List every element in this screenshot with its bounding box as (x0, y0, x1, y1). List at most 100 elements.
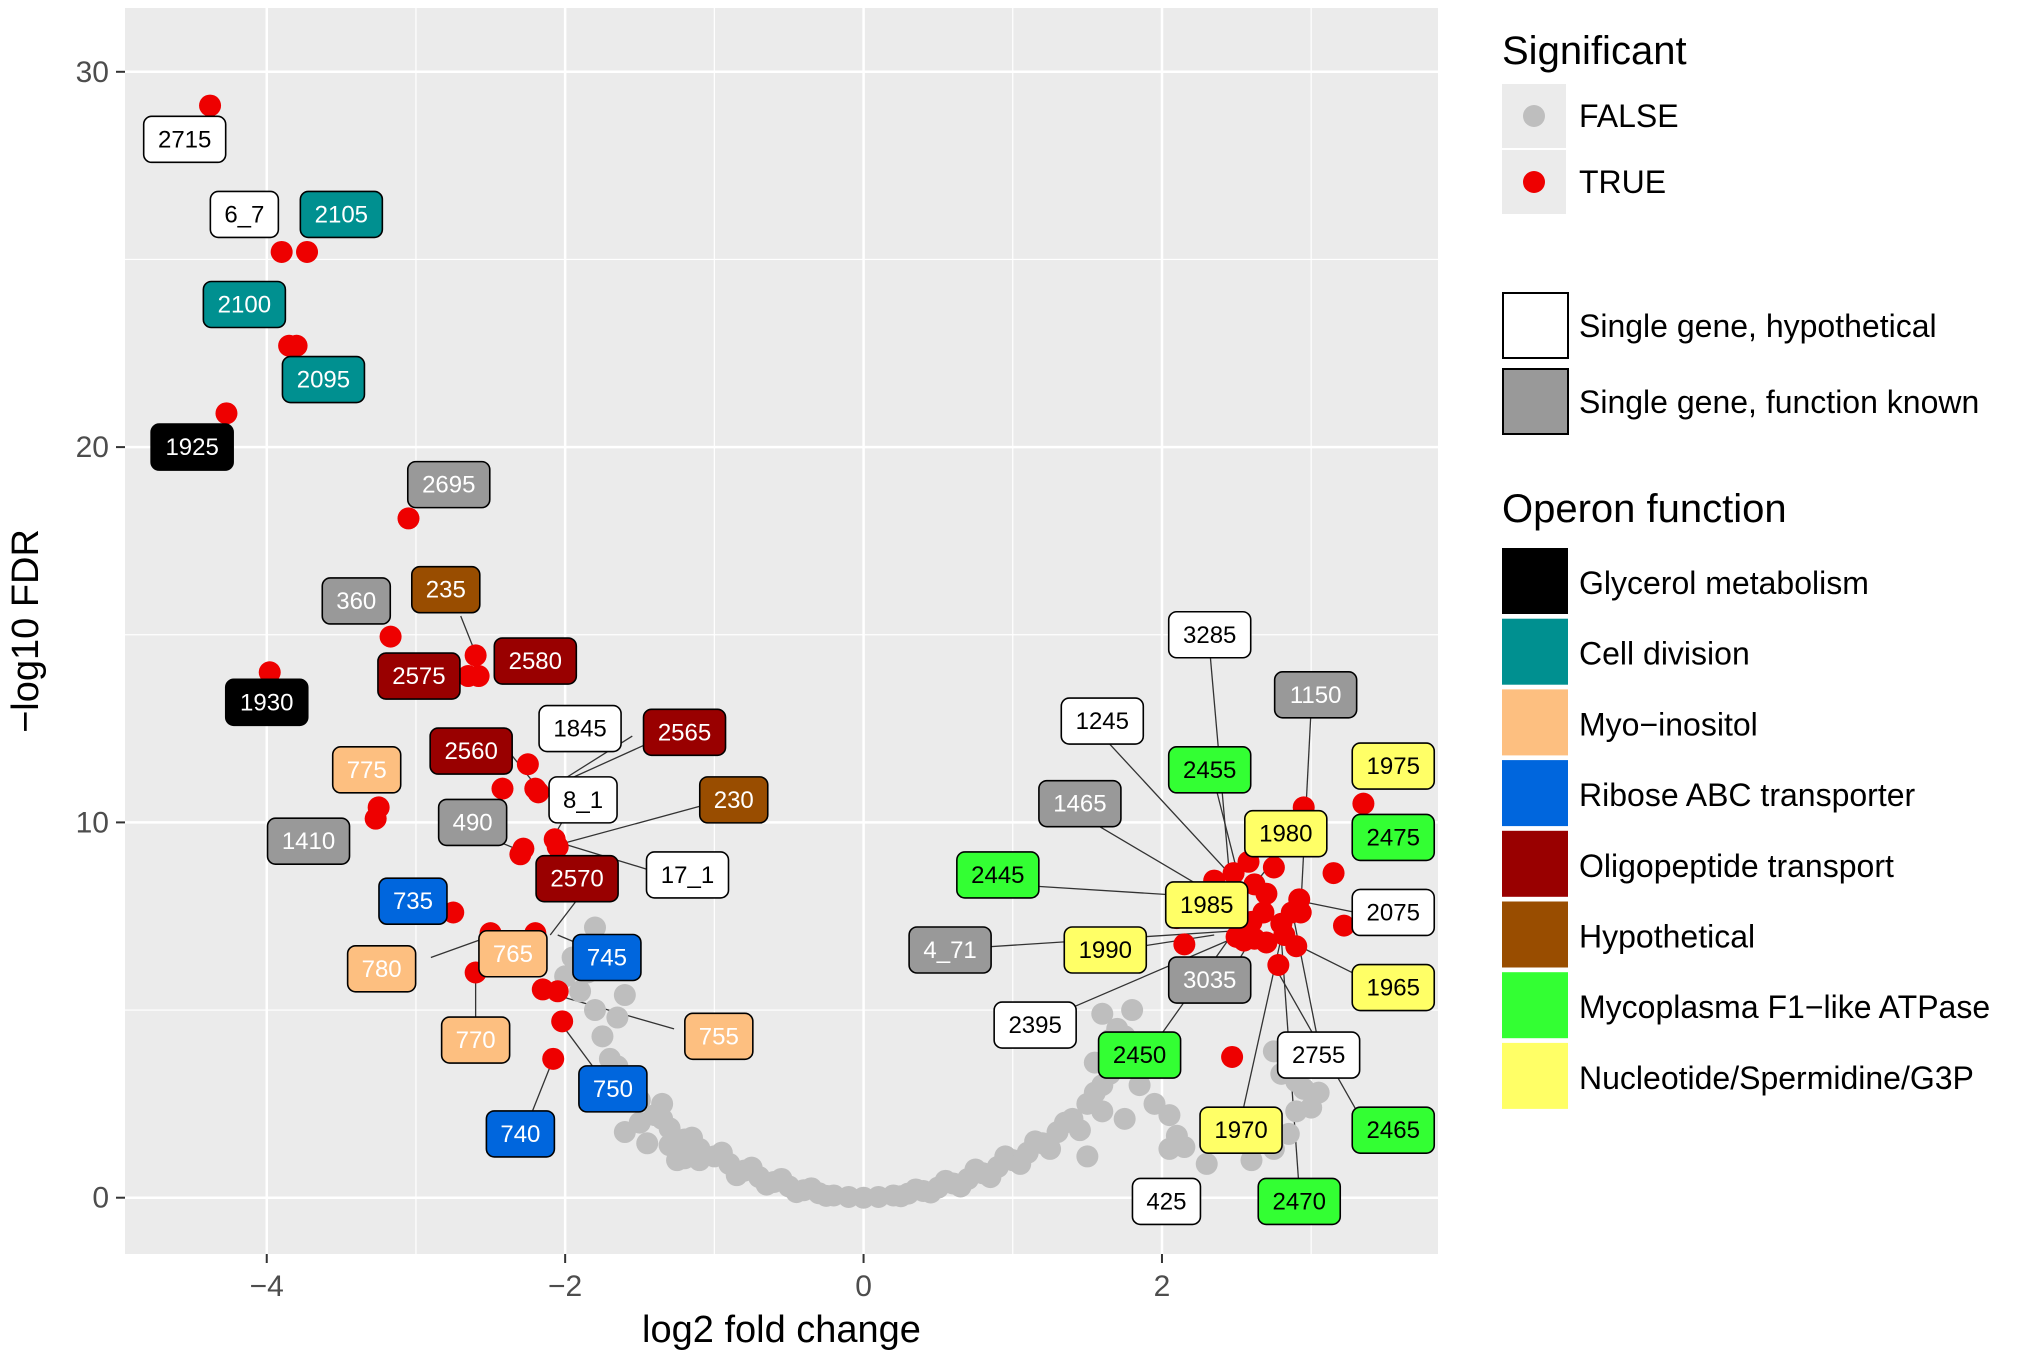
legend-key-operon (1502, 618, 1568, 685)
label-text: 2570 (550, 866, 603, 893)
label-box (1199, 1106, 1283, 1154)
gene-label-1150: 1150 (1273, 671, 1358, 719)
gene-label-6_7: 6_7 (209, 190, 280, 239)
legend-key-operon (1502, 548, 1568, 614)
label-box (266, 817, 351, 865)
point-nonsignificant (1113, 1107, 1136, 1130)
gene-label-2455: 2455 (1167, 746, 1252, 794)
label-text: 775 (347, 757, 387, 784)
gene-label-2450: 2450 (1097, 1031, 1182, 1079)
point-nonsignificant (1195, 1152, 1218, 1175)
point-significant (270, 240, 293, 263)
y-tick-label: 10 (76, 806, 109, 839)
label-box (440, 1016, 511, 1064)
gene-label-235: 235 (410, 565, 481, 614)
point-significant (467, 665, 490, 688)
point-significant (546, 980, 569, 1003)
point-nonsignificant (1277, 1122, 1300, 1145)
label-box (321, 577, 392, 625)
label-text: 1150 (1290, 682, 1342, 709)
point-nonsignificant (1173, 1136, 1196, 1159)
leader-line (1101, 735, 1232, 876)
gene-label-775: 775 (331, 746, 402, 794)
gene-label-2445: 2445 (956, 851, 1040, 899)
point-nonsignificant (606, 1006, 629, 1029)
point-nonsignificant (591, 1025, 614, 1048)
point-nonsignificant (651, 1092, 674, 1115)
legend-key-dot (1523, 105, 1545, 127)
point-nonsignificant (1158, 1104, 1181, 1127)
point-significant (1333, 914, 1356, 937)
label-text: 230 (714, 787, 754, 814)
gene-label-1410: 1410 (266, 817, 351, 865)
label-box (572, 933, 642, 982)
label-box (299, 190, 384, 239)
label-box (1351, 888, 1436, 937)
gene-label-3035: 3035 (1167, 956, 1252, 1004)
label-text: 1980 (1259, 821, 1312, 848)
gene-label-2695: 2695 (406, 460, 491, 509)
label-text: 745 (587, 945, 627, 972)
point-nonsignificant (1121, 999, 1144, 1022)
point-significant (1221, 1045, 1244, 1068)
gene-label-425: 425 (1131, 1177, 1202, 1226)
label-box (1257, 1177, 1342, 1226)
point-nonsignificant (613, 984, 636, 1007)
point-significant (1285, 935, 1308, 958)
legend-label-significant: FALSE (1579, 98, 1679, 134)
label-box (377, 652, 461, 700)
point-significant (464, 644, 487, 667)
label-text: 1970 (1214, 1117, 1267, 1144)
legend-label-operon: Oligopeptide transport (1579, 848, 1894, 884)
label-box (645, 851, 730, 899)
label-text: 2395 (1008, 1012, 1061, 1039)
point-nonsignificant (919, 1181, 942, 1204)
label-text: 1965 (1367, 975, 1420, 1002)
label-box (1167, 746, 1252, 794)
label-text: 1245 (1076, 708, 1129, 735)
label-box (1351, 742, 1436, 790)
point-significant (1255, 931, 1278, 954)
label-text: 1410 (282, 828, 335, 855)
x-tick-label: −4 (250, 1270, 284, 1303)
y-axis-title: −log10 FDR (5, 529, 47, 733)
point-significant (516, 753, 539, 776)
point-nonsignificant (710, 1141, 733, 1164)
point-nonsignificant (1068, 1119, 1091, 1142)
label-box (1276, 1031, 1361, 1079)
label-box (410, 565, 481, 614)
label-box (684, 1012, 754, 1061)
label-text: 425 (1146, 1188, 1186, 1215)
label-box (538, 704, 622, 753)
legend-label-operon: Mycoplasma F1−like ATPase (1579, 989, 1990, 1025)
legend-label-operon: Cell division (1579, 636, 1750, 672)
label-box (346, 944, 417, 993)
label-text: 2475 (1367, 824, 1420, 851)
gene-label-770: 770 (440, 1016, 511, 1064)
gene-label-780: 780 (346, 944, 417, 993)
label-box (209, 190, 280, 239)
point-significant (258, 661, 281, 684)
gene-label-2465: 2465 (1351, 1106, 1436, 1154)
legend: Significant FALSE TRUE Single gene, hypothe… (1502, 29, 1990, 1109)
label-text: 2715 (158, 126, 211, 153)
label-box (493, 637, 578, 685)
label-box (1164, 881, 1249, 929)
point-significant (1289, 901, 1312, 924)
label-text: 735 (393, 888, 433, 915)
legend-key-dot (1523, 171, 1545, 193)
leader-line (557, 799, 724, 846)
point-significant (364, 807, 387, 830)
point-nonsignificant (636, 1132, 659, 1155)
point-nonsignificant (1083, 1081, 1106, 1104)
label-text: 2695 (422, 472, 475, 499)
legend-label-operon: Nucleotide/Spermidine/G3P (1579, 1060, 1974, 1096)
label-box (535, 854, 619, 903)
label-box (1060, 697, 1145, 745)
point-nonsignificant (583, 999, 606, 1022)
label-text: 490 (453, 809, 493, 836)
gene-label-2470: 2470 (1257, 1177, 1342, 1226)
label-text: 765 (493, 941, 533, 968)
legend-key-operon (1502, 760, 1568, 827)
gene-label-1985: 1985 (1164, 881, 1249, 929)
